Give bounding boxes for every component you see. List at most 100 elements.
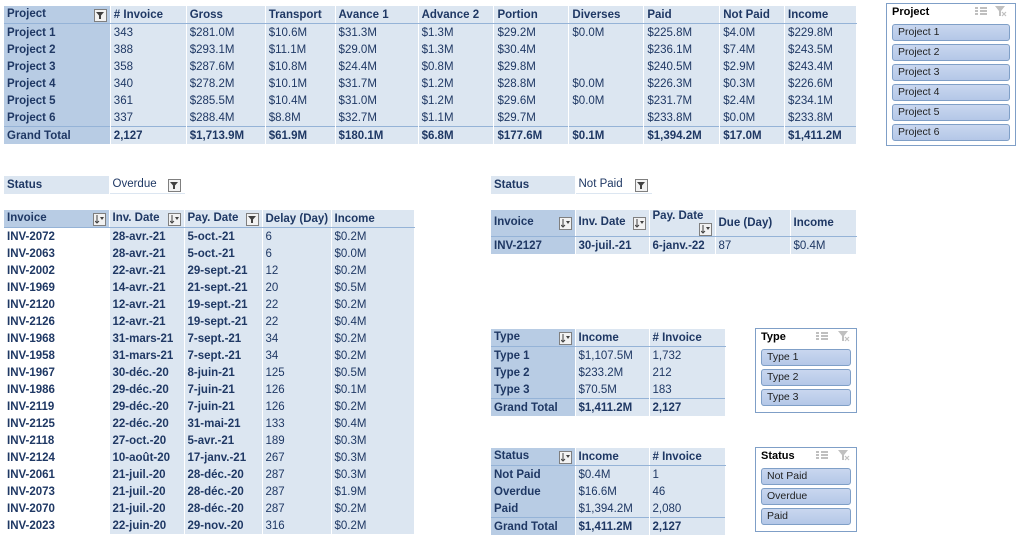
cell-value: $16.6M bbox=[575, 483, 650, 500]
slicer-item[interactable]: Type 2 bbox=[761, 369, 851, 386]
row-label[interactable]: INV-2126 bbox=[4, 313, 110, 330]
row-label[interactable]: Project 5 bbox=[4, 92, 111, 109]
slicer-item[interactable]: Project 6 bbox=[892, 124, 1010, 141]
filter-dropdown-icon[interactable] bbox=[93, 8, 107, 22]
clear-filter-icon[interactable] bbox=[838, 331, 850, 345]
row-label[interactable]: Project 3 bbox=[4, 58, 111, 75]
row-label[interactable]: INV-2127 bbox=[491, 236, 576, 254]
column-header-label: Income bbox=[334, 212, 375, 225]
row-label[interactable]: INV-1967 bbox=[4, 364, 110, 381]
cell-value: $10.8M bbox=[265, 58, 336, 75]
cell-value: 29-déc.-20 bbox=[109, 398, 185, 415]
column-header-label: Diverses bbox=[572, 8, 621, 21]
column-header[interactable]: Inv. Date bbox=[575, 210, 650, 237]
slicer-item[interactable]: Not Paid bbox=[761, 468, 851, 485]
cell-value: 29-sept.-21 bbox=[184, 262, 263, 279]
slicer-item[interactable]: Project 2 bbox=[892, 44, 1010, 61]
overdue-invoices-table: Invoice Inv. Date Pay. Date Delay (Day) Inco… bbox=[4, 210, 415, 534]
row-label[interactable]: INV-2120 bbox=[4, 296, 110, 313]
cell-value: 87 bbox=[715, 236, 791, 254]
cell-value: $10.1M bbox=[265, 75, 336, 92]
slicer-title-label: Status bbox=[761, 450, 795, 462]
cell-value: 30-déc.-20 bbox=[109, 364, 185, 381]
column-header[interactable]: Pay. Date bbox=[184, 210, 263, 228]
slicer-item[interactable]: Project 1 bbox=[892, 24, 1010, 41]
row-label[interactable]: INV-2023 bbox=[4, 517, 110, 534]
row-label[interactable]: Project 4 bbox=[4, 75, 111, 92]
status-pivot-table: Status Income # Invoice Not Paid $0.4M 1 Over… bbox=[491, 448, 726, 535]
sort-dropdown-icon[interactable] bbox=[92, 212, 106, 226]
row-label[interactable]: INV-1968 bbox=[4, 330, 110, 347]
row-label[interactable]: INV-2070 bbox=[4, 500, 110, 517]
column-header[interactable]: Project bbox=[4, 6, 111, 24]
row-label[interactable]: INV-2118 bbox=[4, 432, 110, 449]
row-label[interactable]: Type 2 bbox=[491, 364, 576, 381]
sort-dropdown-icon[interactable] bbox=[698, 223, 712, 236]
slicer-item[interactable]: Project 3 bbox=[892, 64, 1010, 81]
filter-active-icon[interactable] bbox=[167, 178, 181, 192]
row-label[interactable]: Project 2 bbox=[4, 41, 111, 58]
column-header-label: # Invoice bbox=[652, 331, 702, 344]
clear-filter-icon[interactable] bbox=[838, 450, 850, 464]
filter-value-cell[interactable]: Not Paid bbox=[575, 176, 652, 194]
sort-dropdown-icon[interactable] bbox=[558, 217, 572, 230]
row-label[interactable]: INV-1986 bbox=[4, 381, 110, 398]
sort-dropdown-icon[interactable] bbox=[558, 450, 572, 464]
row-label[interactable]: Paid bbox=[491, 500, 576, 518]
slicer-item[interactable]: Overdue bbox=[761, 488, 851, 505]
project-row: Project 6 337 $288.4M $8.8M $32.7M $1.1M $29.7… bbox=[4, 109, 857, 127]
filter-dropdown-icon[interactable] bbox=[245, 212, 259, 226]
row-label[interactable]: INV-2125 bbox=[4, 415, 110, 432]
cell-value: 20 bbox=[262, 279, 332, 296]
cell-value: 28-déc.-20 bbox=[184, 483, 263, 500]
row-label[interactable]: Not Paid bbox=[491, 465, 576, 483]
row-label[interactable]: Type 1 bbox=[491, 346, 576, 364]
slicer-item[interactable]: Project 4 bbox=[892, 84, 1010, 101]
row-label[interactable]: INV-2072 bbox=[4, 227, 110, 245]
cell-value: $28.8M bbox=[493, 75, 570, 92]
sort-dropdown-icon[interactable] bbox=[558, 331, 572, 345]
row-label[interactable]: INV-2124 bbox=[4, 449, 110, 466]
multi-select-icon[interactable] bbox=[816, 331, 828, 344]
slicer-item[interactable]: Project 5 bbox=[892, 104, 1010, 121]
row-label[interactable]: INV-1958 bbox=[4, 347, 110, 364]
row-label[interactable]: INV-1969 bbox=[4, 279, 110, 296]
row-label[interactable]: Type 3 bbox=[491, 381, 576, 399]
cell-value: $31.3M bbox=[335, 23, 419, 41]
cell-value: $0.0M bbox=[568, 92, 645, 109]
column-header[interactable]: Pay. Date bbox=[649, 210, 716, 237]
slicer-item[interactable]: Paid bbox=[761, 508, 851, 525]
row-label[interactable]: Project 6 bbox=[4, 109, 111, 127]
cell-value: $225.8M bbox=[643, 23, 721, 41]
cell-value bbox=[568, 109, 645, 127]
multi-select-icon[interactable] bbox=[816, 450, 828, 463]
row-label[interactable]: INV-2119 bbox=[4, 398, 110, 415]
sort-dropdown-icon[interactable] bbox=[632, 217, 646, 230]
column-header[interactable]: Invoice bbox=[4, 210, 110, 228]
slicer-item[interactable]: Type 1 bbox=[761, 349, 851, 366]
multi-select-icon[interactable] bbox=[975, 6, 987, 19]
row-label[interactable]: Overdue bbox=[491, 483, 576, 500]
cell-value: $226.3M bbox=[643, 75, 721, 92]
column-header[interactable]: Type bbox=[491, 329, 576, 347]
cell-value: $30.4M bbox=[493, 41, 570, 58]
slicer-item[interactable]: Type 3 bbox=[761, 389, 851, 406]
filter-value-cell[interactable]: Overdue bbox=[109, 176, 185, 194]
cell-value: 126 bbox=[262, 381, 332, 398]
filter-active-icon[interactable] bbox=[634, 178, 648, 192]
column-header[interactable]: Status bbox=[491, 448, 576, 466]
cell-value: $0.2M bbox=[331, 398, 415, 415]
column-header: Delay (Day) bbox=[262, 210, 332, 228]
row-label[interactable]: INV-2063 bbox=[4, 245, 110, 262]
row-label[interactable]: Project 1 bbox=[4, 23, 111, 41]
cell-value: $234.1M bbox=[784, 92, 857, 109]
clear-filter-icon[interactable] bbox=[995, 6, 1007, 20]
cell-value: 29-nov.-20 bbox=[184, 517, 263, 534]
row-label[interactable]: INV-2073 bbox=[4, 483, 110, 500]
cell-value: 287 bbox=[262, 483, 332, 500]
row-label[interactable]: INV-2061 bbox=[4, 466, 110, 483]
column-header[interactable]: Inv. Date bbox=[109, 210, 185, 228]
sort-dropdown-icon[interactable] bbox=[167, 212, 181, 226]
column-header[interactable]: Invoice bbox=[491, 210, 576, 237]
row-label[interactable]: INV-2002 bbox=[4, 262, 110, 279]
